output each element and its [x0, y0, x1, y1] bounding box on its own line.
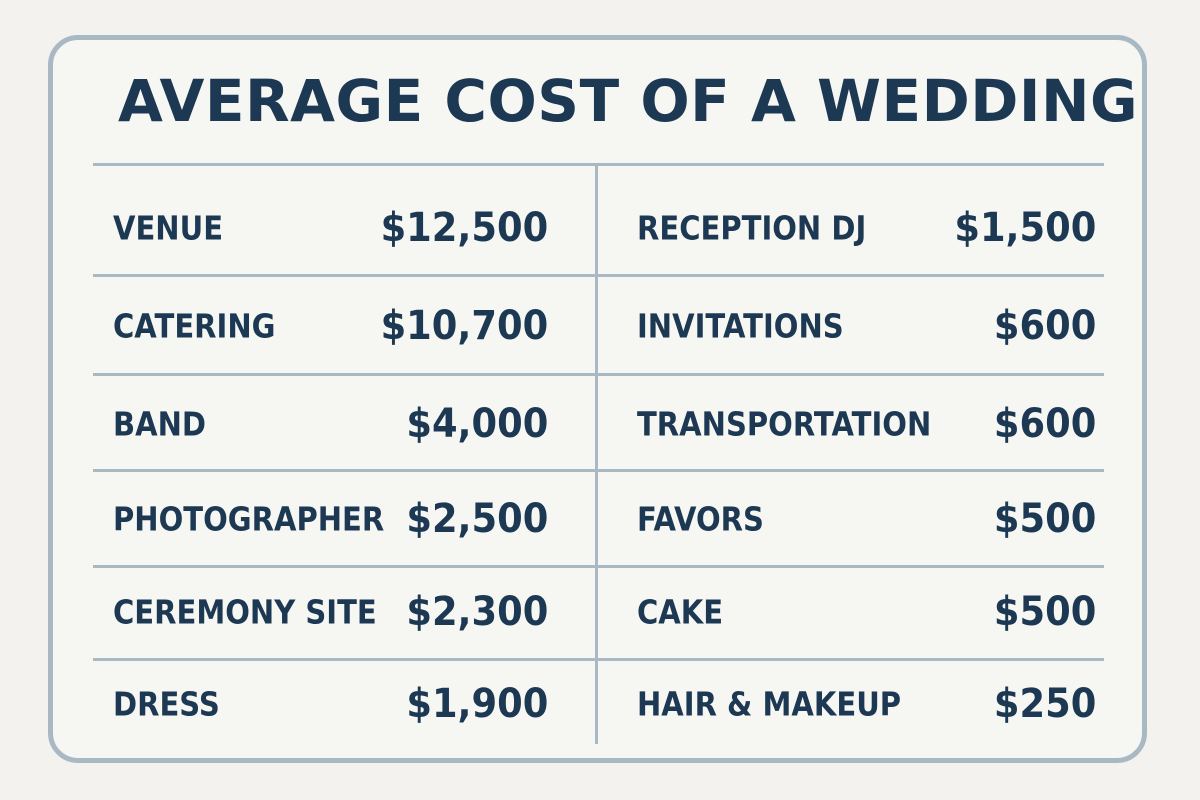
category-label: VENUE — [113, 208, 224, 248]
table-divider — [93, 274, 597, 277]
category-label: CEREMONY SITE — [113, 592, 377, 632]
table-divider — [597, 373, 1104, 376]
category-label: CAKE — [637, 592, 724, 632]
cost-value: $250 — [993, 681, 1096, 727]
cost-value: $500 — [993, 496, 1096, 542]
cost-value: $2,300 — [405, 589, 548, 635]
table-divider — [93, 469, 597, 472]
category-label: INVITATIONS — [637, 306, 844, 346]
cost-value: $2,500 — [405, 496, 548, 542]
category-label: CATERING — [113, 306, 276, 346]
table-divider — [93, 163, 597, 166]
cost-value: $600 — [993, 303, 1096, 349]
cost-value: $1,900 — [405, 681, 548, 727]
cost-value: $500 — [993, 589, 1096, 635]
category-label: RECEPTION DJ — [637, 208, 867, 248]
cost-value: $600 — [993, 401, 1096, 447]
page-title: AVERAGE COST OF A WEDDING — [118, 67, 1139, 135]
table-divider — [93, 658, 597, 661]
cost-value: $4,000 — [405, 401, 548, 447]
table-divider — [597, 163, 1104, 166]
cost-value: $1,500 — [953, 205, 1096, 251]
table-divider — [597, 565, 1104, 568]
table-divider — [597, 274, 1104, 277]
category-label: BAND — [113, 404, 207, 444]
table-divider — [597, 469, 1104, 472]
category-label: FAVORS — [637, 499, 764, 539]
column-divider — [595, 166, 598, 744]
cost-value: $12,500 — [380, 205, 548, 251]
table-divider — [93, 565, 597, 568]
category-label: DRESS — [113, 684, 220, 724]
table-divider — [93, 373, 597, 376]
table-divider — [597, 658, 1104, 661]
category-label: PHOTOGRAPHER — [113, 499, 385, 539]
category-label: TRANSPORTATION — [637, 404, 932, 444]
category-label: HAIR & MAKEUP — [637, 684, 902, 724]
cost-value: $10,700 — [380, 303, 548, 349]
